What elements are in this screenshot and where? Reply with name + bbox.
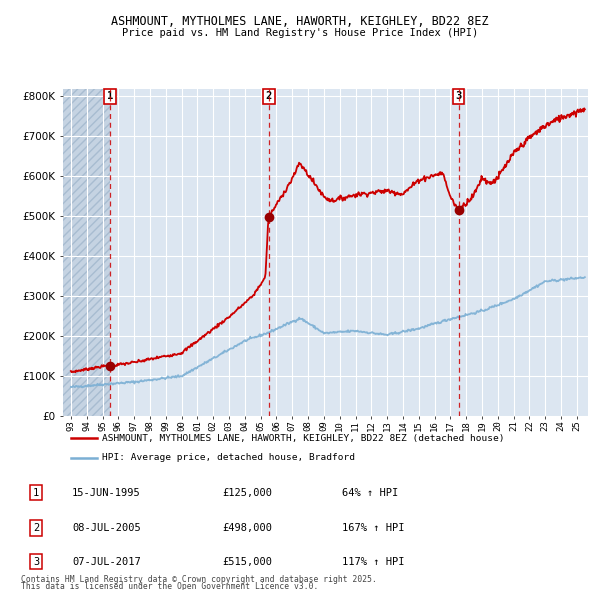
- Text: This data is licensed under the Open Government Licence v3.0.: This data is licensed under the Open Gov…: [21, 582, 319, 590]
- Text: £498,000: £498,000: [222, 523, 272, 533]
- Text: 2: 2: [33, 523, 39, 533]
- Text: 117% ↑ HPI: 117% ↑ HPI: [342, 557, 404, 566]
- Text: Price paid vs. HM Land Registry's House Price Index (HPI): Price paid vs. HM Land Registry's House …: [122, 28, 478, 38]
- Text: 2: 2: [266, 91, 272, 101]
- Text: 167% ↑ HPI: 167% ↑ HPI: [342, 523, 404, 533]
- Text: 1: 1: [107, 91, 113, 101]
- Text: 1: 1: [33, 488, 39, 497]
- Text: 08-JUL-2005: 08-JUL-2005: [72, 523, 141, 533]
- Text: ASHMOUNT, MYTHOLMES LANE, HAWORTH, KEIGHLEY, BD22 8EZ (detached house): ASHMOUNT, MYTHOLMES LANE, HAWORTH, KEIGH…: [103, 434, 505, 442]
- Text: £515,000: £515,000: [222, 557, 272, 566]
- Bar: [63, 88, 110, 416]
- Text: 15-JUN-1995: 15-JUN-1995: [72, 488, 141, 497]
- Text: Contains HM Land Registry data © Crown copyright and database right 2025.: Contains HM Land Registry data © Crown c…: [21, 575, 377, 584]
- Text: 07-JUL-2017: 07-JUL-2017: [72, 557, 141, 566]
- Text: 64% ↑ HPI: 64% ↑ HPI: [342, 488, 398, 497]
- Text: 3: 3: [33, 557, 39, 566]
- Text: ASHMOUNT, MYTHOLMES LANE, HAWORTH, KEIGHLEY, BD22 8EZ: ASHMOUNT, MYTHOLMES LANE, HAWORTH, KEIGH…: [111, 15, 489, 28]
- Text: £125,000: £125,000: [222, 488, 272, 497]
- Text: 3: 3: [455, 91, 462, 101]
- Text: HPI: Average price, detached house, Bradford: HPI: Average price, detached house, Brad…: [103, 454, 355, 463]
